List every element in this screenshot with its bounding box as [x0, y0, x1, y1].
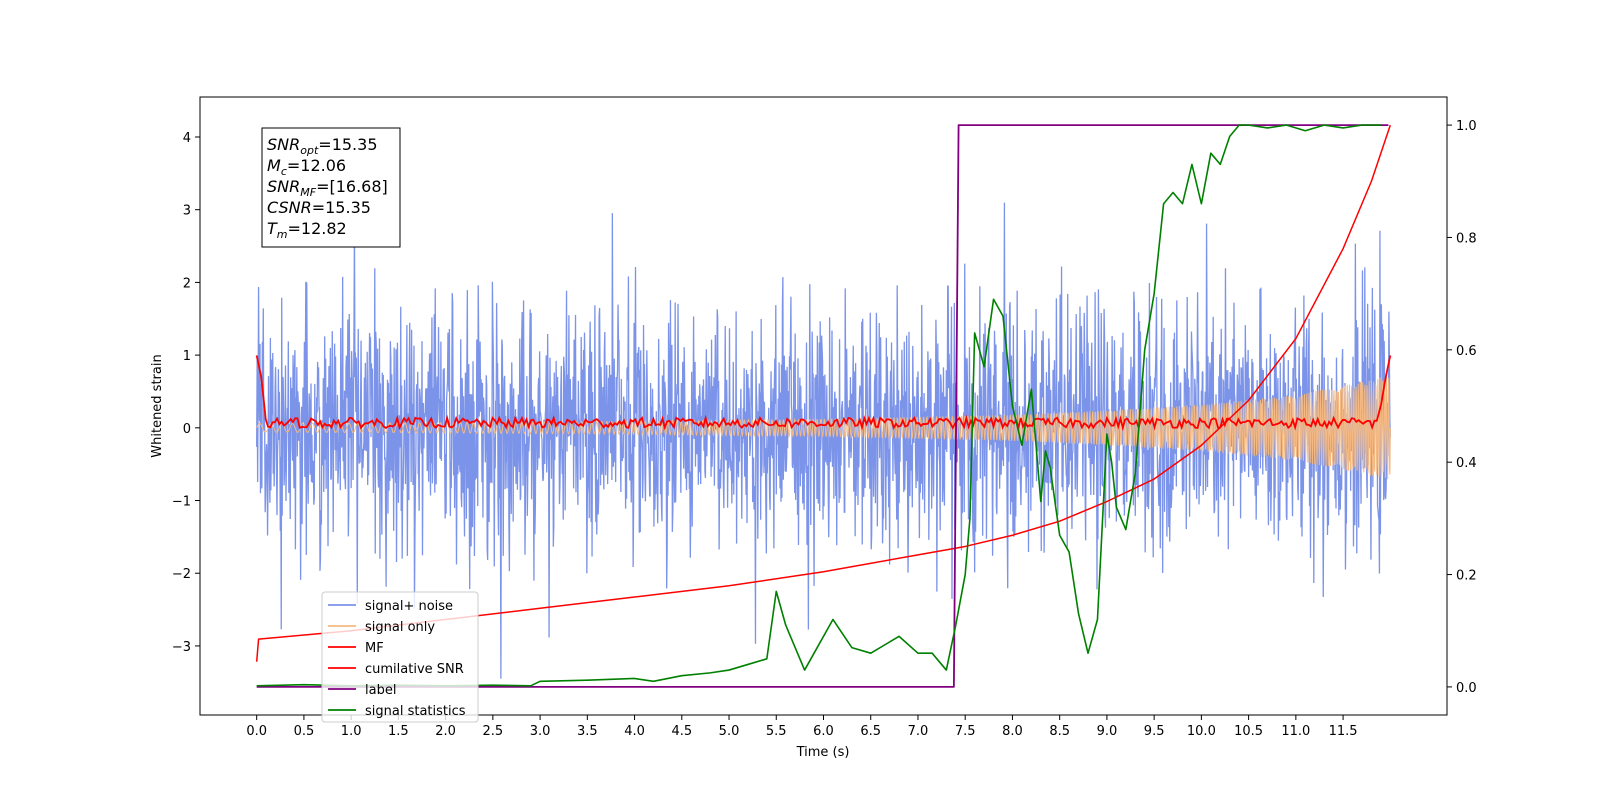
y2-tick-label: 1.0 [1456, 119, 1477, 134]
y-axis-right: 0.0 0.2 0.4 0.6 0.8 1.0 [1447, 119, 1477, 696]
y-tick-label: 0 [183, 422, 191, 437]
legend-label: label [365, 683, 396, 698]
annotation-line: SNRopt=15.35 [267, 135, 378, 157]
x-tick-label: 11.5 [1329, 724, 1358, 739]
x-tick-label: 10.0 [1187, 724, 1216, 739]
x-tick-label: 2.5 [483, 724, 504, 739]
annotation-frame [261, 127, 401, 248]
x-tick-label: 8.5 [1049, 724, 1070, 739]
x-tick-label: 0.5 [294, 724, 315, 739]
x-tick-label: 7.0 [908, 724, 929, 739]
legend: signal+ noise signal only MF cumilative SNR… [321, 591, 479, 723]
x-tick-label: 3.0 [530, 724, 551, 739]
legend-label: cumilative SNR [365, 662, 464, 677]
x-axis-label: Time (s) [796, 745, 850, 760]
x-tick-label: 4.0 [624, 724, 645, 739]
x-tick-label: 0.0 [246, 724, 267, 739]
y2-tick-label: 0.6 [1456, 344, 1477, 359]
x-tick-label: 3.5 [577, 724, 598, 739]
x-tick-label: 2.0 [435, 724, 456, 739]
series-signal-plus-noise [256, 202, 1391, 679]
annotation-line: Mc=12.06 [267, 156, 346, 178]
legend-label: signal only [365, 620, 435, 635]
series-label [256, 124, 1389, 688]
legend-label: signal statistics [365, 704, 466, 719]
series-mf [255, 355, 1392, 432]
y-tick-label: −3 [172, 640, 191, 655]
x-tick-label: 1.5 [388, 724, 409, 739]
x-tick-label: 5.0 [719, 724, 740, 739]
y-axis-label: Whitened strain [150, 354, 165, 457]
y-tick-label: −1 [172, 495, 191, 510]
annotation-line: SNRMF=[16.68] [267, 177, 388, 199]
annotation-line: CSNR=15.35 [267, 198, 371, 217]
x-tick-label: 4.5 [671, 724, 692, 739]
stats-annotation-box: SNRopt=15.35Mc=12.06SNRMF=[16.68]CSNR=15… [261, 127, 401, 248]
y-tick-label: 3 [183, 204, 191, 219]
y2-tick-label: 0.2 [1456, 569, 1477, 584]
legend-frame [321, 591, 479, 723]
y2-tick-label: 0.4 [1456, 456, 1477, 471]
y-tick-label: −2 [172, 567, 191, 582]
y2-tick-label: 0.0 [1456, 681, 1477, 696]
series-signal-only [256, 376, 1391, 480]
x-tick-label: 6.0 [813, 724, 834, 739]
x-tick-label: 8.0 [1002, 724, 1023, 739]
series-signal-statistics [256, 124, 1381, 687]
x-tick-label: 6.5 [860, 724, 881, 739]
y2-tick-label: 0.8 [1456, 231, 1477, 246]
x-tick-label: 10.5 [1234, 724, 1263, 739]
legend-label: signal+ noise [365, 599, 453, 614]
x-tick-label: 7.5 [955, 724, 976, 739]
x-tick-label: 5.5 [766, 724, 787, 739]
x-tick-label: 1.0 [341, 724, 362, 739]
x-axis: 0.0 0.5 1.0 1.5 2.0 2.5 3.0 3.5 4.0 4.5 5.0 5.5 6.0 6… [246, 715, 1358, 739]
y-tick-label: 2 [183, 276, 191, 291]
x-tick-label: 11.0 [1281, 724, 1310, 739]
x-tick-label: 9.0 [1097, 724, 1118, 739]
legend-label: MF [365, 641, 384, 656]
y-tick-label: 4 [183, 131, 191, 146]
y-axis-left: −3 −2 −1 0 1 2 3 4 [172, 131, 200, 655]
x-tick-label: 9.5 [1144, 724, 1165, 739]
annotation-line: Tm=12.82 [267, 219, 347, 241]
y-tick-label: 1 [183, 349, 191, 364]
